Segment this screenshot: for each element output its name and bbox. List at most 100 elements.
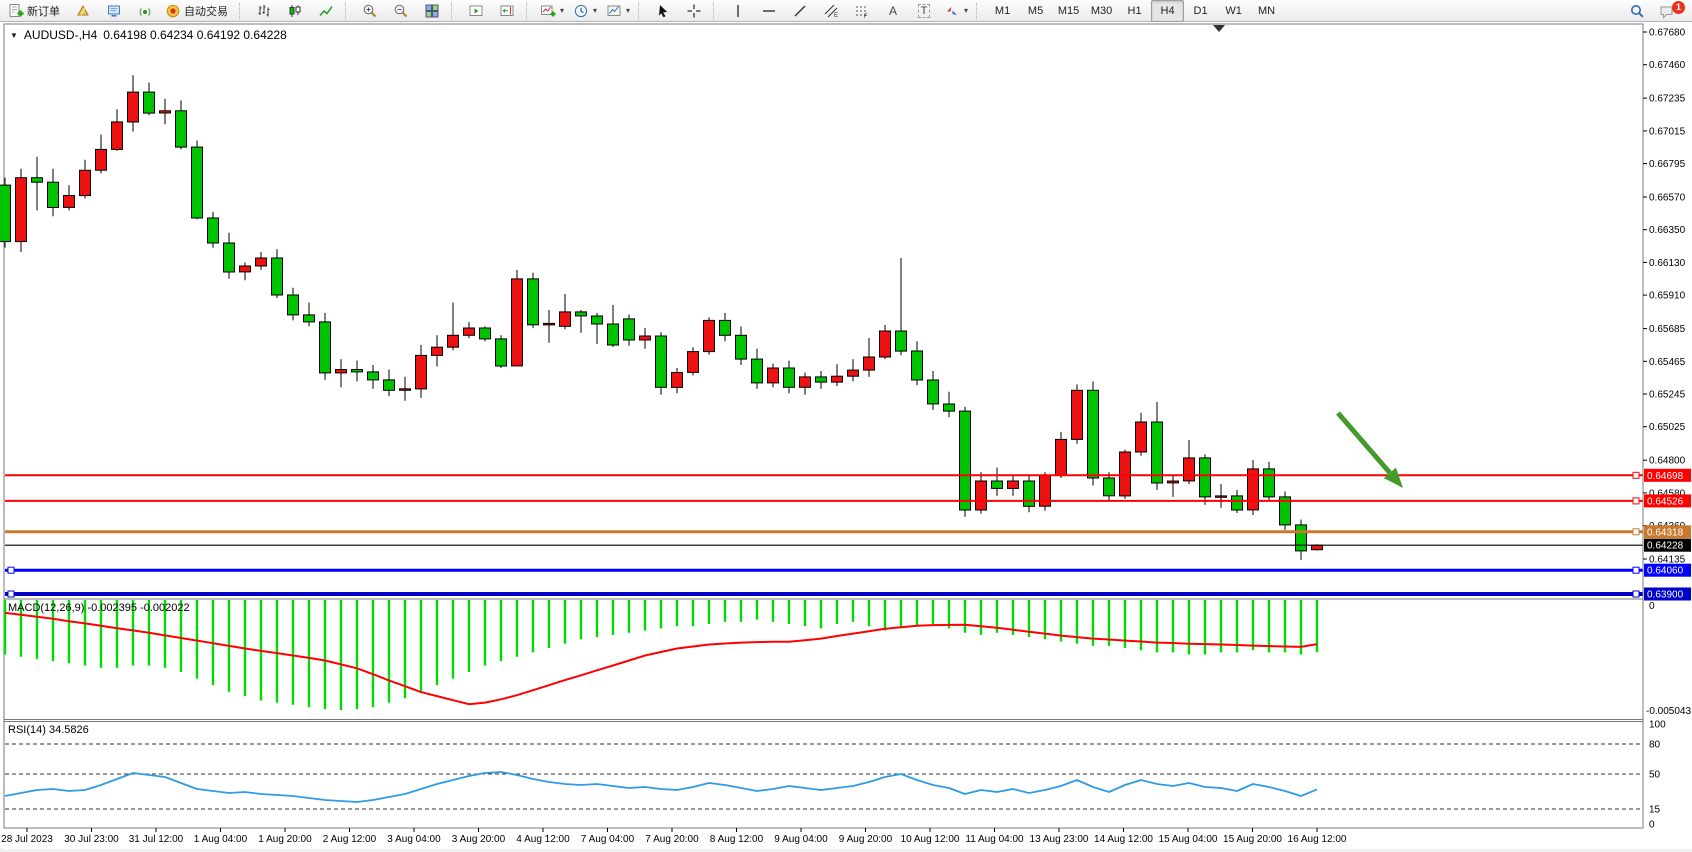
- arrows-tool[interactable]: ▾: [940, 0, 972, 22]
- price-tick-label: 0.65685: [1649, 324, 1686, 335]
- hline-handle[interactable]: [1632, 566, 1640, 574]
- rsi-axis-label: 15: [1649, 805, 1661, 816]
- candle-body-bull: [1215, 495, 1227, 498]
- candle-body-bull: [415, 354, 427, 390]
- candle-body-bull: [1247, 468, 1259, 511]
- hline-handle[interactable]: [7, 566, 15, 574]
- candle-body-bear: [1151, 421, 1163, 484]
- candle-body-bear: [0, 184, 11, 243]
- candle-body-bear: [783, 367, 795, 388]
- vertical-line-tool[interactable]: [723, 0, 753, 22]
- arrow-annotation-shaft[interactable]: [1336, 411, 1392, 475]
- timeframe-m30[interactable]: M30: [1090, 4, 1113, 17]
- arrow-annotation-head[interactable]: [1383, 467, 1403, 488]
- chart-shift-marker[interactable]: [1213, 25, 1225, 32]
- indicators-button[interactable]: ▾: [536, 0, 568, 22]
- candle-body-bull: [447, 334, 459, 348]
- candle-body-bear: [1199, 457, 1211, 498]
- fibonacci-tool[interactable]: F: [847, 0, 877, 22]
- autoscroll-button[interactable]: [461, 0, 491, 22]
- zoom-out-button[interactable]: [386, 0, 416, 22]
- terminal-button[interactable]: [99, 0, 129, 22]
- price-tick-label: 0.65245: [1649, 390, 1686, 401]
- time-axis[interactable]: [4, 829, 1692, 849]
- candle-body-bull: [847, 369, 859, 377]
- rsi-axis-label: 50: [1649, 770, 1661, 781]
- candle-body-bear: [207, 217, 219, 244]
- autotrade-label: 自动交易: [184, 5, 228, 18]
- trendline-icon: [792, 3, 808, 19]
- zoom-in-button[interactable]: [355, 0, 385, 22]
- hline-handle[interactable]: [1632, 528, 1640, 536]
- label-tool[interactable]: T: [909, 0, 939, 22]
- timeframe-m5[interactable]: M5: [1027, 4, 1044, 17]
- time-tick-label: 16 Aug 12:00: [1288, 834, 1347, 845]
- toolbar-separator: [239, 2, 245, 19]
- time-tick-label: 1 Aug 20:00: [258, 834, 312, 845]
- hline-handle[interactable]: [1632, 497, 1640, 505]
- dropdown-caret-icon: ▾: [626, 6, 631, 15]
- time-tick-label: 4 Aug 12:00: [516, 834, 570, 845]
- search-button[interactable]: [1622, 0, 1652, 22]
- timeframe-h4[interactable]: H4: [1151, 0, 1185, 22]
- dropdown-caret-icon: ▾: [964, 6, 969, 15]
- periods-button[interactable]: ▾: [569, 0, 601, 22]
- candlestick-button[interactable]: [280, 0, 310, 22]
- chart-shift-button[interactable]: [492, 0, 522, 22]
- price-tick-label: 0.65910: [1649, 291, 1686, 302]
- notifications-button[interactable]: 1: [1652, 0, 1685, 22]
- templates-button[interactable]: ▾: [602, 0, 634, 22]
- time-tick-label: 15 Aug 20:00: [1223, 834, 1282, 845]
- metaeditor-button[interactable]: [68, 0, 98, 22]
- timeframe-mn[interactable]: MN: [1258, 4, 1276, 17]
- price-badge-label: 0.64698: [1647, 471, 1684, 482]
- candle-body-bear: [319, 321, 331, 374]
- price-axis[interactable]: [1644, 24, 1692, 848]
- trendline-tool[interactable]: [785, 0, 815, 22]
- line-chart-button[interactable]: [311, 0, 341, 22]
- one-click-trading-toggle[interactable]: ▼: [10, 30, 18, 40]
- new-order-button[interactable]: 新订单: [4, 0, 67, 22]
- macd-axis-label: 0: [1649, 601, 1655, 612]
- clock-icon: [573, 3, 589, 19]
- signals-button[interactable]: [130, 0, 160, 22]
- crosshair-button[interactable]: [679, 0, 709, 22]
- candle-body-bull: [639, 335, 651, 341]
- timeframe-d1[interactable]: D1: [1193, 4, 1208, 17]
- timeframe-m1[interactable]: M1: [994, 4, 1011, 17]
- dropdown-caret-icon: ▾: [560, 6, 565, 15]
- price-badge-label: 0.63900: [1647, 590, 1684, 601]
- price-tick-label: 0.64135: [1649, 555, 1686, 566]
- chart-title: ▼ AUDUSD-,H4 0.64198 0.64234 0.64192 0.6…: [10, 28, 287, 42]
- zoom-in-icon: [362, 3, 378, 19]
- arrows-tool-icon: [944, 3, 960, 19]
- chart-canvas[interactable]: 0.67680 0.67460 0.67235 0.67015 0.66795 0.665…: [0, 22, 1692, 852]
- rsi-axis-label: 80: [1649, 740, 1661, 751]
- channel-tool[interactable]: E: [816, 0, 846, 22]
- candle-body-bear: [623, 318, 635, 341]
- timeframe-m15[interactable]: M15: [1057, 4, 1080, 17]
- new-order-icon: [8, 3, 24, 19]
- bar-chart-button[interactable]: [249, 0, 279, 22]
- time-tick-label: 10 Aug 12:00: [901, 834, 960, 845]
- candle-body-bull: [431, 346, 443, 356]
- hline-handle[interactable]: [1632, 471, 1640, 479]
- horizontal-line-tool[interactable]: [754, 0, 784, 22]
- price-badge-label: 0.64526: [1647, 496, 1684, 507]
- time-tick-label: 8 Aug 12:00: [710, 834, 764, 845]
- hline-handle[interactable]: [7, 590, 15, 598]
- candle-body-bull: [687, 351, 699, 373]
- candle-body-bull: [399, 388, 411, 391]
- tile-windows-button[interactable]: [417, 0, 447, 22]
- cursor-button[interactable]: [648, 0, 678, 22]
- time-tick-label: 15 Aug 04:00: [1159, 834, 1218, 845]
- text-tool[interactable]: A: [878, 0, 908, 22]
- candle-body-bear: [1231, 495, 1243, 511]
- hline-handle[interactable]: [1632, 590, 1640, 598]
- autotrade-button[interactable]: 自动交易: [161, 0, 235, 22]
- timeframe-h1[interactable]: H1: [1127, 4, 1142, 17]
- time-tick-label: 11 Aug 04:00: [965, 834, 1024, 845]
- timeframe-w1[interactable]: W1: [1225, 4, 1242, 17]
- candle-body-bull: [1007, 480, 1019, 489]
